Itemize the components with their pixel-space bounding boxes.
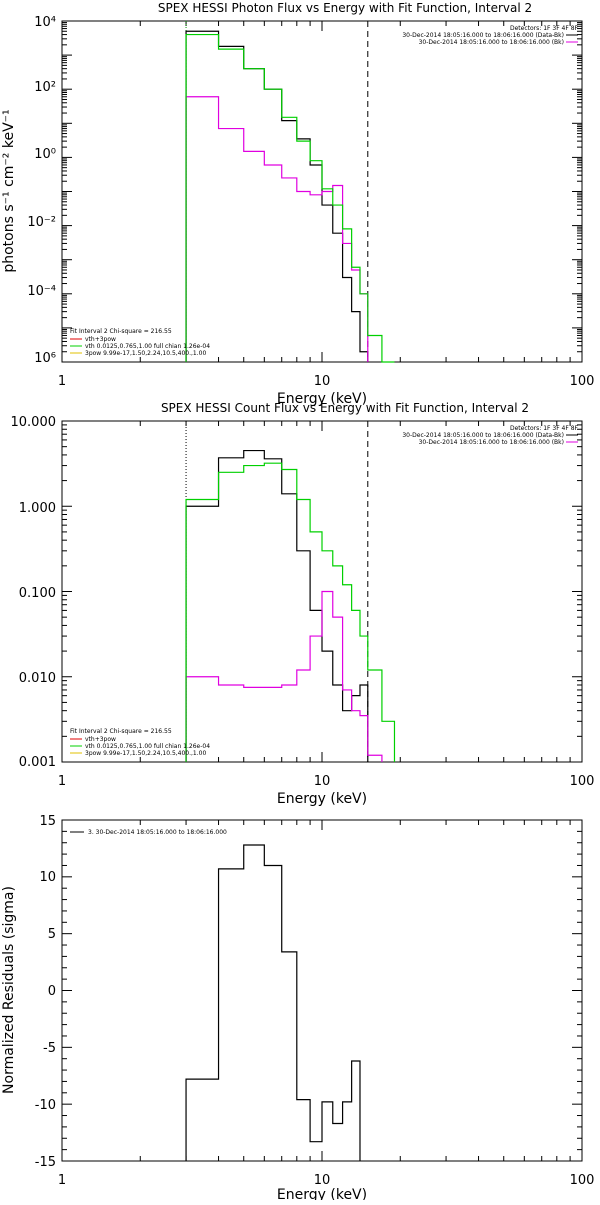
panel2-ytick-2: 0.100 [19, 586, 56, 601]
panel1-ticks [61, 21, 582, 363]
panel2-ytick-0: 10.000 [11, 415, 57, 430]
panel1-fit-entry-0: vth+3pow [85, 336, 116, 343]
series-line-0 [185, 30, 369, 362]
panel3-legend-entry: 3. 30-Dec-2014 18:05:16.000 to 18:06:16.… [88, 829, 227, 836]
panel1-ytick-4: 10⁻⁴ [27, 284, 56, 299]
panel2-legend-entry-1: 30-Dec-2014 18:05:16.000 to 18:06:16.000… [419, 439, 564, 446]
panel3-xlabel: Energy (keV) [277, 1187, 367, 1200]
panel1-fit-header: Fit Interval 2 Chi-square = 216.55 [70, 328, 172, 335]
panel1-ylabel: photons s⁻¹ cm⁻² keV⁻¹ [1, 109, 17, 272]
panel3-xtick-1: 1 [58, 1173, 66, 1188]
panel1-ytick-0: 10⁴ [34, 15, 56, 30]
panel1-xlabel: Energy (keV) [277, 391, 367, 407]
panel2-xtick-100: 100 [570, 774, 595, 789]
panel1-ytick-5: 10⁶ [34, 351, 56, 366]
panel3-ytick-0: -15 [35, 1155, 56, 1170]
series-line-1 [185, 590, 383, 762]
panel2-ytick-4: 0.001 [19, 755, 56, 770]
panel2-ticks [61, 421, 582, 763]
panel3-series [185, 844, 361, 1161]
panel2-legend-top-right: Detectors: 1F 3F 4F 8F 30-Dec-2014 18:05… [402, 425, 578, 446]
panel2-fit-entry-0: vth+3pow [85, 736, 116, 743]
panel2-fit-entry-1: vth 0.0125,0.765,1.00 full chian 1.26e-0… [85, 743, 210, 750]
panel1-ytick-2: 10⁰ [34, 147, 56, 162]
panel2-title: SPEX HESSI Count Flux vs Energy with Fit… [161, 401, 529, 415]
panel3-ytick-3: 0 [48, 984, 56, 999]
panel1-series [185, 30, 395, 363]
panel-residuals: 1 10 100 Energy (keV) Normalized Residua… [1, 814, 595, 1203]
panel-count-flux: SPEX HESSI Count Flux vs Energy with Fit… [11, 401, 595, 807]
panel3-ytick-6: 15 [39, 814, 56, 829]
panel3-ticks [61, 819, 582, 1162]
series-line-1 [185, 96, 369, 362]
panel1-title: SPEX HESSI Photon Flux vs Energy with Fi… [158, 1, 532, 15]
panel1-legend-entry-0: 30-Dec-2014 18:05:16.000 to 18:06:16.000… [402, 32, 564, 39]
panel1-xtick-10: 10 [314, 374, 331, 389]
panel3-legend: 3. 30-Dec-2014 18:05:16.000 to 18:06:16.… [70, 829, 227, 836]
panel1-fit-entry-2: 3pow 9.99e-17,1.50,2.24,10.5,400.,1.00 [85, 350, 206, 357]
panel1-legend-header: Detectors: 1F 3F 4F 8F [510, 25, 579, 32]
panel2-reference-lines [185, 421, 369, 762]
panel3-ytick-2: -5 [43, 1041, 56, 1056]
panel2-xtick-1: 1 [58, 774, 66, 789]
panel3-ylabel: Normalized Residuals (sigma) [1, 886, 17, 1094]
panel2-ytick-1: 1.000 [19, 501, 56, 516]
series-line-2 [185, 462, 396, 762]
panel2-legend-entry-0: 30-Dec-2014 18:05:16.000 to 18:06:16.000… [402, 432, 564, 439]
series-line-0 [185, 449, 369, 762]
panel2-xlabel: Energy (keV) [277, 791, 367, 807]
panel3-ytick-4: 5 [48, 927, 56, 942]
panel2-xtick-10: 10 [314, 774, 331, 789]
panel3-xtick-10: 10 [314, 1173, 331, 1188]
panel2-legend-header: Detectors: 1F 3F 4F 8F [510, 425, 579, 432]
series-line-2 [185, 33, 395, 363]
panel2-series [185, 449, 396, 762]
panel2-ytick-3: 0.010 [19, 671, 56, 686]
series-line-0 [185, 844, 361, 1161]
panel3-ytick-5: 10 [39, 870, 56, 885]
panel3-ytick-1: -10 [35, 1098, 56, 1113]
panel1-reference-lines [185, 21, 369, 362]
panel2-legend-bottom-left: Fit Interval 2 Chi-square = 216.55 vth+3… [70, 728, 210, 757]
panel1-ytick-3: 10⁻² [27, 215, 56, 230]
panel-photon-flux: SPEX HESSI Photon Flux vs Energy with Fi… [1, 1, 594, 407]
panel2-fit-entry-2: 3pow 9.99e-17,1.50,2.24,10.5,400.,1.00 [85, 750, 206, 757]
panel2-fit-header: Fit Interval 2 Chi-square = 216.55 [70, 728, 172, 735]
panel1-legend-entry-1: 30-Dec-2014 18:05:16.000 to 18:06:16.000… [419, 39, 564, 46]
panel1-ytick-1: 10² [34, 80, 56, 95]
panel1-legend-bottom-left: Fit Interval 2 Chi-square = 216.55 vth+3… [70, 328, 210, 357]
panel1-legend-top-right: Detectors: 1F 3F 4F 8F 30-Dec-2014 18:05… [402, 25, 578, 46]
panel3-xtick-100: 100 [570, 1173, 595, 1188]
panel1-fit-entry-1: vth 0.0125,0.765,1.00 full chian 1.26e-0… [85, 343, 210, 350]
panel1-xtick-1: 1 [58, 374, 66, 389]
panel1-xtick-100: 100 [570, 374, 595, 389]
